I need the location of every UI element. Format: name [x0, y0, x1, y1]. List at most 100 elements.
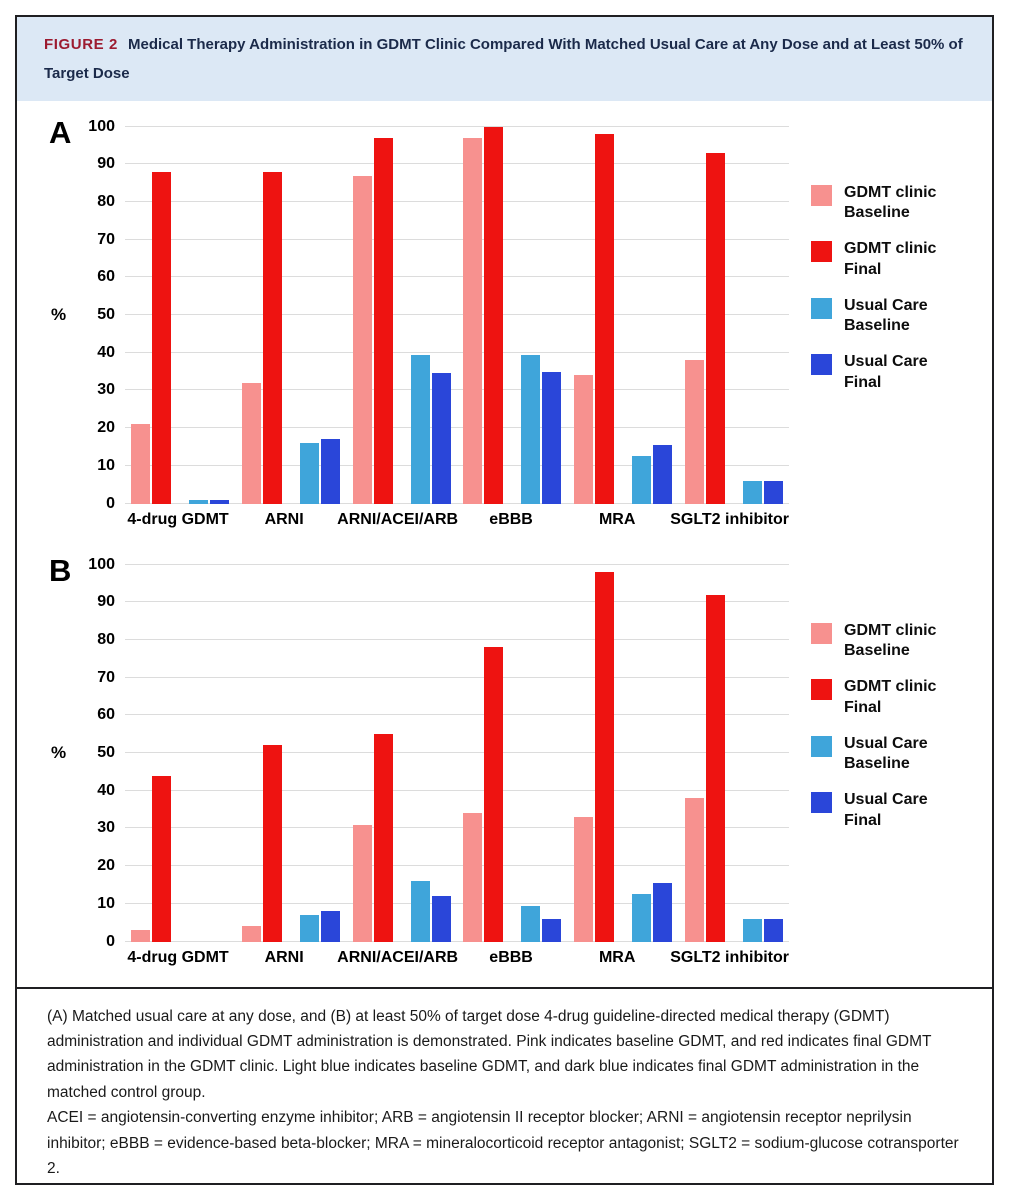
panel-b-axis-labels: B %: [21, 553, 79, 942]
gridline-40: [125, 351, 789, 353]
y-tick-label-90: 90: [97, 593, 115, 611]
figure-title: Medical Therapy Administration in GDMT C…: [44, 36, 963, 83]
bar-gdmt-clinic-baseline-arni-acei-arb: [352, 175, 372, 504]
bar-gdmt-clinic-final-arni: [263, 171, 282, 504]
bar-gdmt-clinic-final-mra: [595, 572, 615, 942]
gridline-100: [125, 125, 789, 127]
bar-gdmt-clinic-baseline-4-drug-gdmt: [131, 424, 151, 504]
caption-paragraph-2: ACEI = angiotensin-converting enzyme inh…: [47, 1109, 959, 1177]
legend-entry-usual-care-baseline: Usual Care Baseline: [811, 734, 994, 776]
bar-group-sglt2-inhibitor: [678, 565, 789, 942]
y-tick-label-60: 60: [97, 706, 115, 724]
legend-label-usual-care-final: Usual Care Final: [844, 353, 928, 392]
bar-usual-care-baseline-ebbb: [521, 354, 541, 504]
y-tick-label-30: 30: [97, 381, 115, 399]
y-tick-label-80: 80: [97, 192, 115, 210]
figure-header: FIGURE 2 Medical Therapy Administration i…: [17, 17, 992, 101]
y-tick-label-50: 50: [97, 306, 115, 323]
gridline-30: [125, 827, 789, 829]
x-label-arni-acei-arb: ARNI/ACEI/ARB: [337, 510, 459, 528]
y-tick-label-100: 100: [88, 555, 115, 573]
x-label-arni-acei-arb: ARNI/ACEI/ARB: [337, 948, 459, 966]
panel-a-x-labels: 4-drug GDMT ARNI ARNI/ACEI/ARB eBBB MRA SGLT2…: [125, 511, 789, 529]
bar-gdmt-clinic-baseline-4-drug-gdmt: [131, 930, 151, 942]
panel-b-y-ticks: 0 10 20 30 40 50 60 70 80 90 100: [79, 556, 125, 950]
x-label-4-drug-gdmt: 4-drug GDMT: [127, 510, 229, 528]
bar-usual-care-baseline-mra: [632, 894, 652, 942]
bar-usual-care-final-sglt2-inhibitor: [763, 480, 783, 504]
legend-label-gdmt-clinic-baseline: GDMT clinic Baseline: [844, 621, 937, 660]
gridline-80: [125, 638, 789, 640]
bar-gdmt-clinic-baseline-ebbb: [463, 137, 483, 504]
bar-usual-care-baseline-arni: [300, 915, 319, 942]
bar-usual-care-baseline-4-drug-gdmt: [189, 499, 209, 504]
gridline-90: [125, 163, 789, 165]
panel-a-legend: GDMT clinic Baseline GDMT clinic Final Usual…: [789, 127, 994, 409]
bar-usual-care-baseline-arni: [300, 443, 319, 504]
y-tick-label-70: 70: [97, 668, 115, 686]
x-label-arni: ARNI: [264, 948, 304, 966]
bar-usual-care-final-arni: [321, 911, 340, 942]
gridline-0: [125, 502, 789, 504]
legend-entry-gdmt-clinic-baseline: GDMT clinic Baseline: [811, 183, 994, 225]
bar-gdmt-clinic-final-4-drug-gdmt: [152, 171, 172, 504]
gridline-50: [125, 752, 789, 753]
legend-swatch-usual-care-baseline: [811, 735, 832, 757]
panel-b-plot-area: [125, 563, 789, 942]
y-tick-label-100: 100: [88, 117, 115, 135]
y-tick-label-10: 10: [97, 894, 115, 912]
gridline-20: [125, 427, 789, 429]
legend-entry-gdmt-clinic-final: GDMT clinic Final: [811, 239, 994, 281]
y-tick-label-40: 40: [97, 781, 115, 799]
gridline-80: [125, 200, 789, 202]
bar-gdmt-clinic-final-arni-acei-arb: [373, 137, 393, 504]
bar-usual-care-final-ebbb: [542, 371, 562, 504]
bar-gdmt-clinic-baseline-ebbb: [463, 813, 483, 942]
bar-group-ebbb: [457, 126, 568, 504]
legend-swatch-gdmt-clinic-baseline: [811, 184, 832, 206]
y-tick-label-20: 20: [97, 419, 115, 437]
x-label-ebbb: eBBB: [489, 510, 533, 528]
bar-usual-care-baseline-ebbb: [521, 905, 541, 942]
bar-gdmt-clinic-baseline-mra: [574, 817, 594, 942]
bar-gdmt-clinic-final-mra: [595, 134, 615, 504]
bar-group-mra: [568, 565, 679, 942]
gridline-100: [125, 563, 789, 565]
y-tick-label-30: 30: [97, 819, 115, 837]
chart-panel-a: A % 0 10 20 30 40 50 60 70 80 90 100 GDMT clinic Ba…: [21, 115, 988, 529]
bar-group-mra: [568, 127, 679, 504]
figure-number-label: FIGURE 2: [44, 36, 118, 53]
x-label-ebbb: eBBB: [489, 948, 533, 966]
x-label-4-drug-gdmt: 4-drug GDMT: [127, 948, 229, 966]
panel-a-plot-area: [125, 125, 789, 504]
legend-label-usual-care-baseline: Usual Care Baseline: [844, 734, 928, 773]
y-tick-label-0: 0: [106, 494, 115, 512]
bar-group-arni: [236, 127, 347, 504]
y-tick-label-10: 10: [97, 456, 115, 474]
y-tick-label-80: 80: [97, 630, 115, 648]
bar-group-sglt2-inhibitor: [678, 127, 789, 504]
panel-b-x-labels: 4-drug GDMT ARNI ARNI/ACEI/ARB eBBB MRA SGLT2…: [125, 949, 789, 967]
panel-b-y-axis-label: %: [51, 743, 67, 762]
bar-gdmt-clinic-final-4-drug-gdmt: [152, 775, 172, 942]
bar-gdmt-clinic-final-sglt2-inhibitor: [705, 152, 725, 504]
bar-group-4-drug-gdmt: [125, 565, 236, 942]
bar-usual-care-baseline-mra: [632, 456, 652, 504]
bar-group-arni: [236, 565, 347, 942]
figure-container: FIGURE 2 Medical Therapy Administration i…: [15, 15, 994, 1185]
legend-swatch-gdmt-clinic-final: [811, 241, 832, 263]
gridline-70: [125, 238, 789, 240]
bar-gdmt-clinic-baseline-mra: [574, 375, 594, 504]
bar-group-arni-acei-arb: [346, 127, 457, 504]
bar-usual-care-final-arni: [321, 439, 340, 504]
bar-usual-care-final-sglt2-inhibitor: [763, 918, 783, 942]
bar-usual-care-baseline-sglt2-inhibitor: [742, 918, 762, 942]
legend-label-gdmt-clinic-final: GDMT clinic Final: [844, 678, 937, 716]
y-tick-label-90: 90: [97, 155, 115, 173]
y-tick-label-40: 40: [97, 343, 115, 361]
bar-gdmt-clinic-baseline-sglt2-inhibitor: [684, 798, 704, 942]
legend-label-gdmt-clinic-baseline: GDMT clinic Baseline: [844, 183, 937, 222]
legend-label-gdmt-clinic-final: GDMT clinic Final: [844, 240, 937, 278]
gridline-0: [125, 940, 789, 942]
x-label-mra: MRA: [598, 510, 636, 528]
